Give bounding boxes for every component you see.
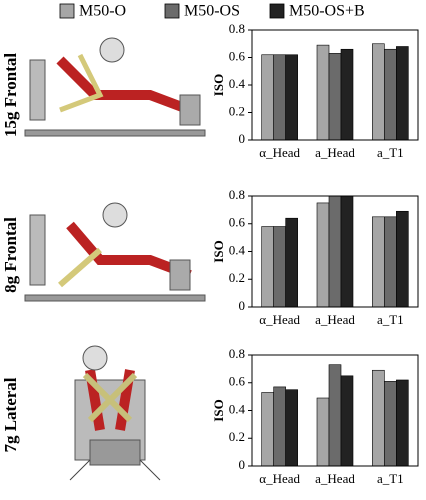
bar	[328, 364, 342, 467]
x-tick-label: α_Head	[259, 471, 300, 486]
y-tick-label: 0	[239, 131, 246, 146]
y-tick-label: 0.4	[229, 242, 246, 257]
y-tick-label: 0.2	[229, 270, 245, 285]
bar	[340, 195, 354, 308]
row-label: 15g Frontal	[1, 53, 20, 137]
bar	[384, 216, 397, 308]
y-tick-label: 0.8	[229, 187, 245, 202]
bar	[285, 217, 298, 308]
row-label: 7g Lateral	[1, 377, 20, 452]
y-axis-label: ISO	[211, 240, 226, 262]
bar	[273, 226, 286, 308]
bar	[261, 392, 274, 467]
bar	[340, 48, 354, 141]
x-tick-label: a_T1	[377, 312, 404, 327]
illustration	[69, 345, 161, 481]
bar	[396, 210, 409, 308]
y-tick-label: 0.8	[229, 21, 245, 36]
x-tick-label: α_Head	[259, 312, 300, 327]
bar	[285, 389, 298, 467]
bar	[384, 381, 397, 467]
bar	[316, 202, 330, 308]
y-tick-label: 0	[239, 298, 246, 313]
y-tick-label: 0.4	[229, 401, 246, 416]
bar	[372, 216, 385, 308]
legend-swatch	[59, 3, 75, 19]
x-tick-label: a_T1	[377, 145, 404, 160]
bar	[273, 54, 286, 141]
bar	[384, 48, 397, 141]
legend-label: M50-OS+B	[289, 3, 365, 20]
bar	[316, 397, 330, 467]
plot-frame	[251, 195, 419, 308]
illustration	[24, 37, 206, 137]
x-tick-label: a_T1	[377, 471, 404, 486]
bar	[328, 53, 342, 141]
bar	[372, 369, 385, 467]
legend-swatch	[164, 3, 180, 19]
bar	[261, 54, 274, 141]
legend-swatch	[269, 3, 285, 19]
y-tick-label: 0.2	[229, 429, 245, 444]
legend-label: M50-O	[79, 3, 126, 20]
y-tick-label: 0	[239, 457, 246, 472]
illustration	[24, 202, 206, 302]
y-tick-label: 0.2	[229, 103, 245, 118]
bar	[396, 46, 409, 141]
bar	[340, 375, 354, 467]
y-tick-label: 0.6	[229, 215, 246, 230]
bar	[261, 226, 274, 308]
illustrations	[24, 37, 206, 481]
x-tick-label: a_Head	[315, 471, 355, 486]
plot-frame	[251, 29, 419, 141]
bar	[273, 386, 286, 467]
bar	[328, 195, 342, 308]
legend-label: M50-OS	[184, 3, 240, 20]
y-tick-label: 0.6	[229, 374, 246, 389]
y-axis-label: ISO	[211, 399, 226, 421]
x-tick-label: α_Head	[259, 145, 300, 160]
x-tick-label: a_Head	[315, 312, 355, 327]
bar	[316, 44, 330, 141]
y-tick-label: 0.6	[229, 48, 246, 63]
bar	[372, 43, 385, 141]
plot-frame	[251, 354, 419, 467]
row-label: 8g Frontal	[1, 217, 20, 293]
bar	[396, 379, 409, 467]
y-axis-label: ISO	[211, 74, 226, 96]
y-tick-label: 0.4	[229, 76, 246, 91]
x-tick-label: a_Head	[315, 145, 355, 160]
y-tick-label: 0.8	[229, 346, 245, 361]
bar	[285, 54, 298, 141]
